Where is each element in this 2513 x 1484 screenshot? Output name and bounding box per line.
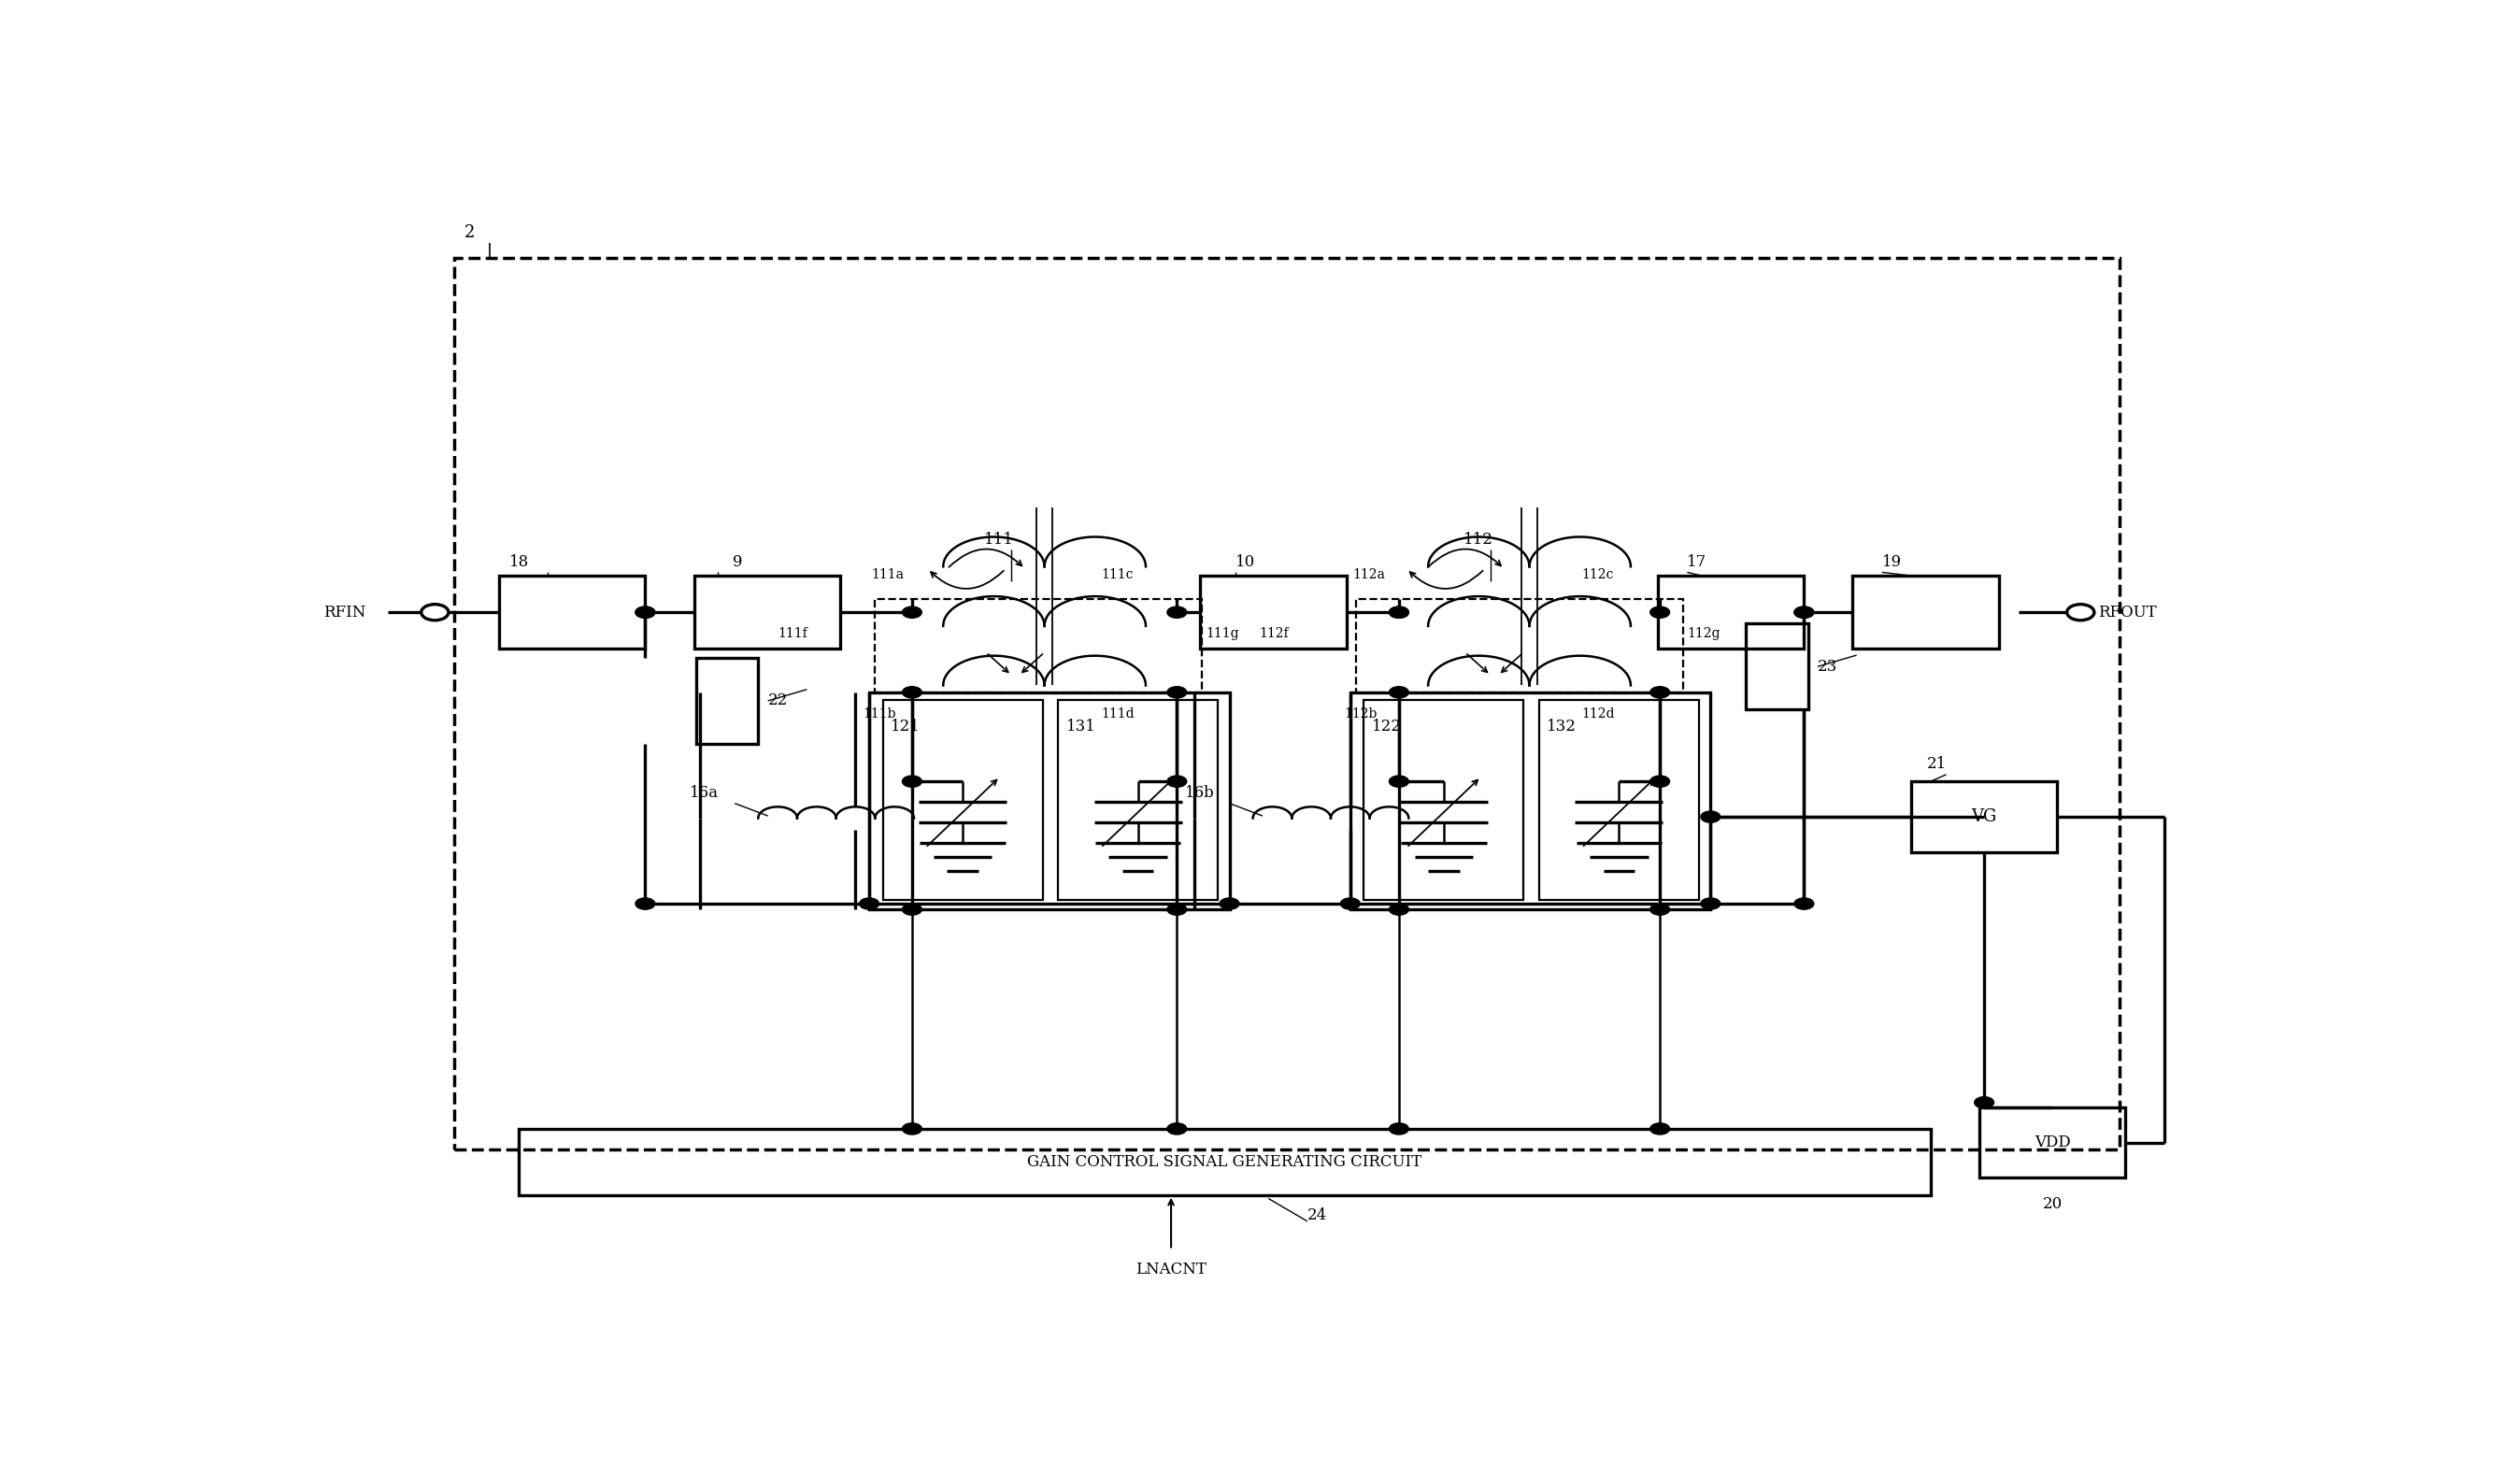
Text: 112a: 112a	[1352, 568, 1385, 582]
Bar	[1659, 576, 1804, 649]
Text: 111g: 111g	[1206, 626, 1239, 640]
Text: 24: 24	[1307, 1208, 1327, 1224]
Circle shape	[1651, 687, 1669, 697]
Text: 10: 10	[1236, 554, 1254, 570]
Circle shape	[1651, 607, 1669, 617]
Circle shape	[1701, 898, 1721, 910]
Text: 18: 18	[508, 554, 528, 570]
Bar	[875, 598, 1201, 692]
Bar	[455, 258, 2118, 1150]
Text: 16b: 16b	[1184, 785, 1214, 801]
Text: 19: 19	[1882, 554, 1902, 570]
Text: 17: 17	[1686, 554, 1706, 570]
Text: 132: 132	[1548, 718, 1576, 735]
Text: 111b: 111b	[864, 708, 897, 721]
Bar	[1349, 692, 1711, 910]
Text: 9: 9	[734, 554, 744, 570]
Text: 2: 2	[465, 224, 475, 240]
Circle shape	[1166, 687, 1186, 697]
Text: RFOUT: RFOUT	[2098, 604, 2156, 620]
Circle shape	[1219, 898, 1239, 910]
Circle shape	[1794, 898, 1814, 910]
Text: 111: 111	[985, 531, 1013, 548]
Text: VG: VG	[1970, 809, 1998, 825]
Text: 131: 131	[1066, 718, 1096, 735]
Bar	[1201, 576, 1347, 649]
Circle shape	[902, 1123, 922, 1134]
Bar	[1910, 782, 2058, 852]
Text: 111c: 111c	[1101, 568, 1133, 582]
Circle shape	[636, 607, 656, 617]
Text: 112c: 112c	[1583, 568, 1613, 582]
Bar	[500, 576, 646, 649]
Bar	[1747, 623, 1807, 709]
Bar	[1852, 576, 1998, 649]
Circle shape	[1166, 904, 1186, 916]
Circle shape	[902, 687, 922, 697]
Text: 23: 23	[1817, 659, 1837, 675]
Circle shape	[636, 607, 656, 617]
Circle shape	[1794, 607, 1814, 617]
Text: 112f: 112f	[1259, 626, 1289, 640]
Circle shape	[859, 898, 880, 910]
Bar	[869, 692, 1229, 910]
Bar	[1980, 1107, 2126, 1178]
Text: 20: 20	[2043, 1196, 2063, 1212]
Circle shape	[902, 904, 922, 916]
Circle shape	[902, 776, 922, 787]
Circle shape	[1651, 776, 1669, 787]
Text: 111f: 111f	[777, 626, 807, 640]
Circle shape	[1390, 607, 1410, 617]
Text: 111d: 111d	[1101, 708, 1133, 721]
Text: LNACNT: LNACNT	[1136, 1261, 1206, 1278]
Bar	[696, 657, 759, 743]
Circle shape	[1390, 904, 1410, 916]
Text: 16a: 16a	[691, 785, 719, 801]
Text: 122: 122	[1372, 718, 1402, 735]
Circle shape	[1701, 812, 1721, 822]
Text: RFIN: RFIN	[324, 604, 367, 620]
Text: 112b: 112b	[1344, 708, 1377, 721]
Text: 121: 121	[890, 718, 920, 735]
Text: GAIN CONTROL SIGNAL GENERATING CIRCUIT: GAIN CONTROL SIGNAL GENERATING CIRCUIT	[1028, 1155, 1422, 1169]
Bar	[518, 1129, 1930, 1195]
Circle shape	[1651, 904, 1669, 916]
Circle shape	[636, 898, 656, 910]
Circle shape	[1975, 1097, 1993, 1109]
Text: 21: 21	[1927, 757, 1948, 772]
Circle shape	[1390, 776, 1410, 787]
Bar	[882, 700, 1043, 901]
Bar	[1058, 700, 1219, 901]
Circle shape	[1390, 607, 1410, 617]
Bar	[1365, 700, 1523, 901]
Circle shape	[1166, 1123, 1186, 1134]
Bar	[694, 576, 839, 649]
Text: 112: 112	[1463, 531, 1493, 548]
Circle shape	[1166, 776, 1186, 787]
Text: 112g: 112g	[1686, 626, 1721, 640]
Circle shape	[1651, 1123, 1669, 1134]
Circle shape	[1794, 607, 1814, 617]
Text: 22: 22	[769, 693, 787, 709]
Bar	[1357, 598, 1684, 692]
Circle shape	[1390, 1123, 1410, 1134]
Text: 112d: 112d	[1583, 708, 1616, 721]
Circle shape	[1390, 687, 1410, 697]
Text: VDD: VDD	[2033, 1135, 2071, 1150]
Circle shape	[1166, 607, 1186, 617]
Text: 111a: 111a	[872, 568, 905, 582]
Bar	[1538, 700, 1699, 901]
Circle shape	[902, 607, 922, 617]
Circle shape	[1339, 898, 1360, 910]
